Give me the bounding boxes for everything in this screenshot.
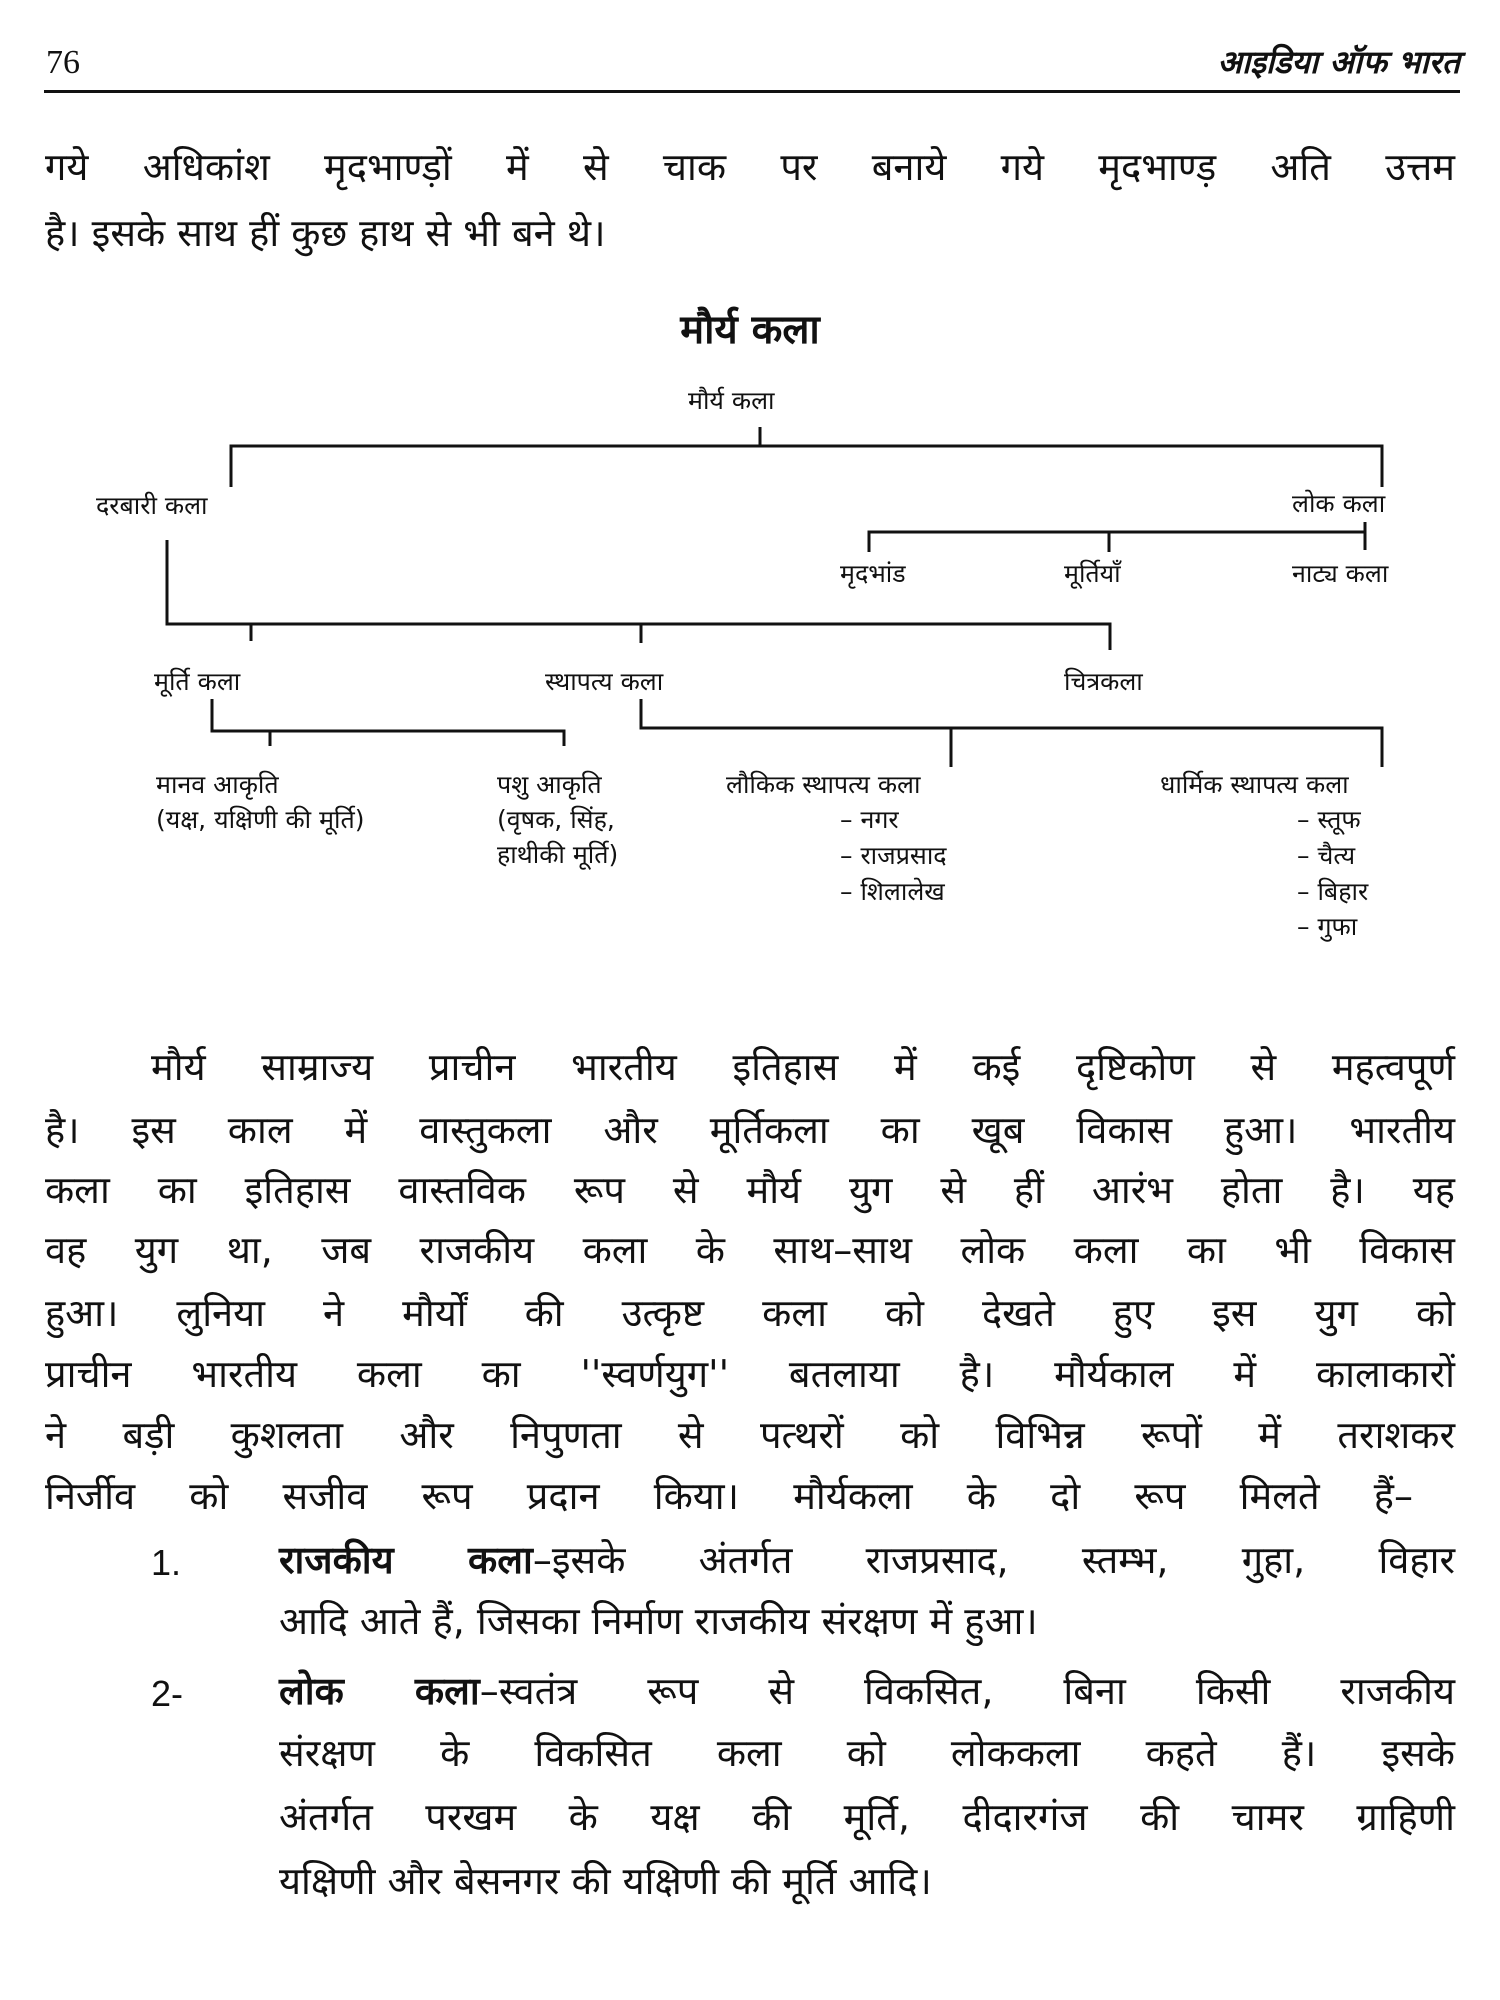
list-number: 2- (151, 1673, 184, 1714)
diagram-dharmik-sthapatya: धार्मिक स्थापत्य कला (1160, 770, 1349, 799)
diagram-lok-kala: लोक कला (1292, 489, 1386, 518)
diagram-list-item: – चैत्य (1297, 841, 1356, 870)
body-line: है। इस काल में वास्तुकला और मूर्तिकला का… (45, 1108, 1455, 1152)
list-text: –इसके अंतर्गत राजप्रसाद, स्तम्भ, गुहा, व… (532, 1538, 1455, 1582)
body-line: कला का इतिहास वास्तविक रूप से मौर्य युग … (45, 1168, 1455, 1212)
diagram-list-item: – बिहार (1297, 877, 1369, 906)
diagram-pashu-akriti: पशु आकृति (497, 770, 602, 799)
diagram-sthapatya-kala: स्थापत्य कला (545, 667, 664, 696)
body-line: प्राचीन भारतीय कला का ''स्वर्णयुग'' बतला… (45, 1352, 1455, 1396)
body-line: ने बड़ी कुशलता और निपुणता से पत्थरों को … (45, 1413, 1455, 1457)
body-line: वह युग था, जब राजकीय कला के साथ–साथ लोक … (45, 1228, 1455, 1272)
body-line: निर्जीव को सजीव रूप प्रदान किया। मौर्यकल… (45, 1474, 1413, 1518)
diagram-mridbhand: मृदभांड (840, 559, 906, 588)
section-heading: मौर्य कला (680, 307, 820, 353)
diagram-list-item: – शिलालेख (840, 877, 945, 906)
diagram-pashu-akriti-note: हाथीकी मूर्ति) (497, 840, 619, 869)
body-line: मौर्य साम्राज्य प्राचीन भारतीय इतिहास मे… (151, 1045, 1455, 1089)
lok-branch (867, 522, 1367, 552)
diagram-murti-kala: मूर्ति कला (154, 667, 241, 696)
diagram-laukik-sthapatya: लौकिक स्थापत्य कला (726, 770, 921, 799)
diagram-darbari-kala: दरबारी कला (96, 491, 208, 520)
list-text: –स्वतंत्र रूप से विकसित, बिना किसी राजकी… (479, 1669, 1456, 1713)
list-item-line: यक्षिणी और बेसनगर की यक्षिणी की मूर्ति आ… (279, 1859, 932, 1903)
diagram-chitrakala: चित्रकला (1064, 667, 1143, 696)
diagram-root: मौर्य कला (688, 386, 775, 415)
page-number: 76 (46, 44, 80, 81)
list-term: राजकीय कला (279, 1538, 533, 1582)
diagram-manav-akriti: मानव आकृति (156, 770, 279, 799)
running-header-title: आइडिया ऑफ भारत (1217, 43, 1460, 81)
diagram-connectors (165, 427, 1384, 767)
diagram-murtiyan: मूर्तियाँ (1064, 559, 1121, 588)
diagram-list-item: – नगर (840, 805, 899, 834)
diagram-list-item: – राजप्रसाद (840, 841, 947, 870)
list-item-line: राजकीय कला–इसके अंतर्गत राजप्रसाद, स्तम्… (279, 1530, 1455, 1590)
list-item-line: लोक कला–स्वतंत्र रूप से विकसित, बिना किस… (279, 1661, 1455, 1721)
header-rule (44, 90, 1460, 93)
sthapatya-branch (639, 699, 1384, 767)
list-item-line: अंतर्गत परखम के यक्ष की मूर्ति, दीदारगंज… (279, 1795, 1455, 1839)
diagram-list-item: – गुफा (1297, 912, 1358, 941)
diagram-natya-kala: नाट्य कला (1292, 559, 1389, 588)
diagram-manav-akriti-note: (यक्ष, यक्षिणी की मूर्ति) (156, 805, 365, 834)
darbari-branch (165, 540, 1112, 650)
intro-line: गये अधिकांश मृदभाण्ड़ों में से चाक पर बन… (45, 145, 1455, 189)
list-item-line: संरक्षण के विकसित कला को लोककला कहते हैं… (279, 1731, 1455, 1775)
diagram-list-item: – स्तूफ (1297, 805, 1361, 834)
root-branch (229, 427, 1384, 487)
intro-line: है। इसके साथ हीं कुछ हाथ से भी बने थे। (45, 211, 606, 255)
list-item-line: आदि आते हैं, जिसका निर्माण राजकीय संरक्ष… (279, 1599, 1038, 1643)
murti-branch (210, 699, 566, 746)
list-term: लोक कला (279, 1669, 480, 1713)
body-line: हुआ। लुनिया ने मौर्यों की उत्कृष्ट कला क… (45, 1291, 1455, 1335)
list-number: 1. (151, 1542, 182, 1583)
diagram-pashu-akriti-note: (वृषक, सिंह, (497, 805, 615, 834)
